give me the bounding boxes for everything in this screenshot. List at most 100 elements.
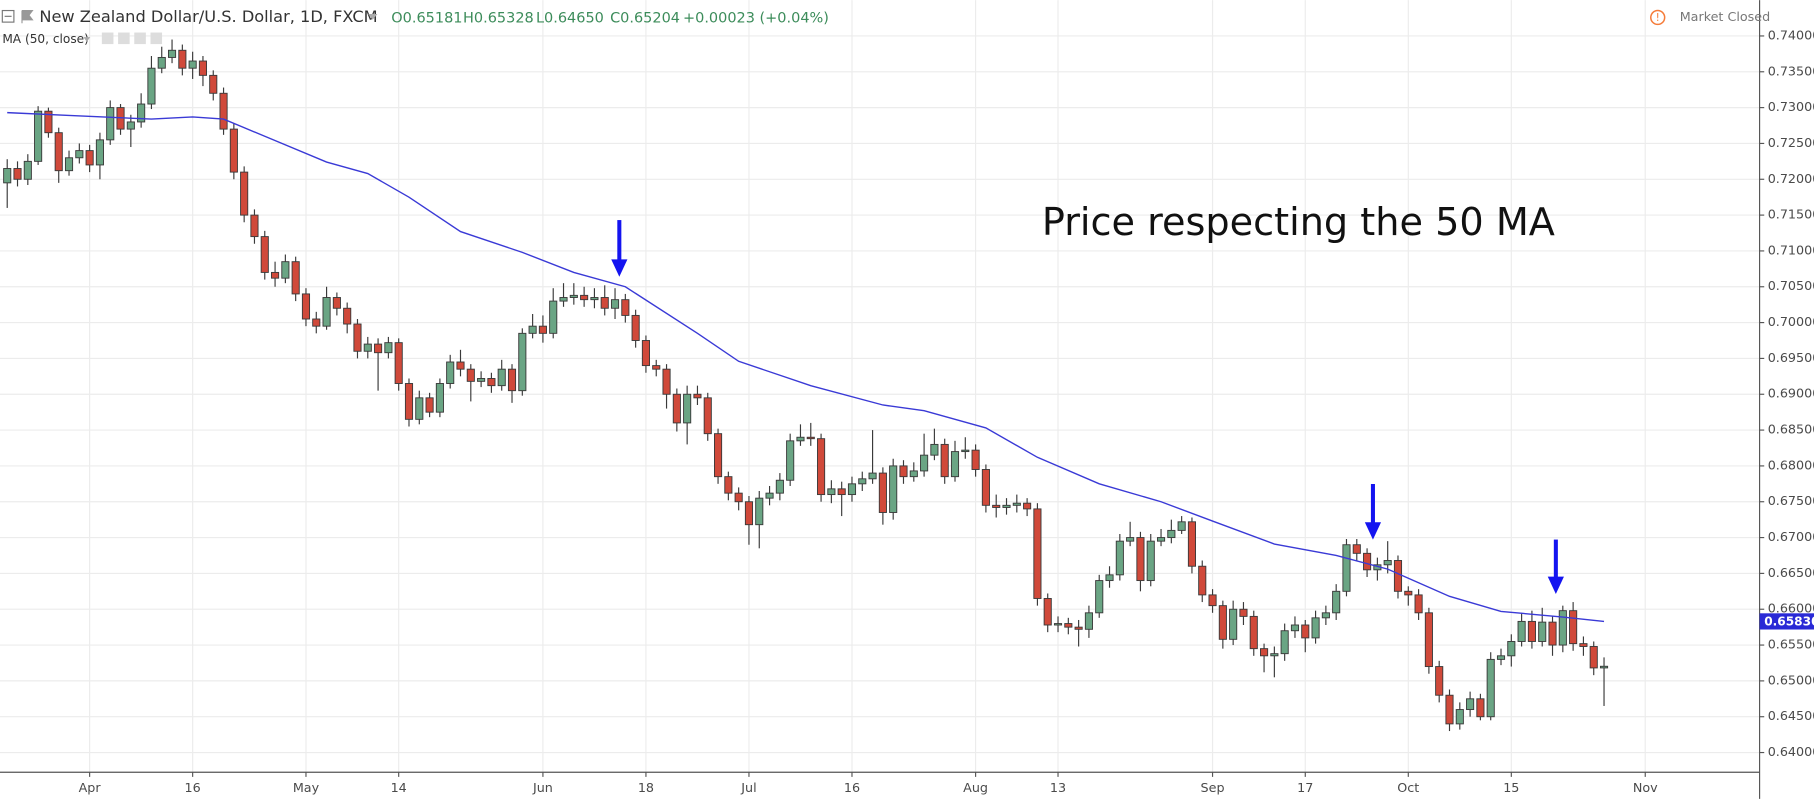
candle-body	[631, 314, 640, 341]
candle-body	[518, 332, 527, 392]
candle-body	[1115, 540, 1124, 576]
indicator-more[interactable]	[134, 32, 146, 45]
candle-body	[85, 150, 94, 166]
candle-body	[652, 365, 661, 370]
candle-body	[1311, 617, 1320, 639]
candle-body	[641, 340, 650, 367]
candle-body	[157, 56, 166, 69]
indicator-remove[interactable]	[150, 32, 163, 45]
dropdown-icon[interactable]	[368, 14, 378, 20]
candle-body	[1239, 608, 1248, 617]
candle-body	[1424, 612, 1433, 668]
candle-body	[1084, 612, 1093, 630]
candle-body	[1167, 529, 1176, 539]
candle-body	[1383, 560, 1392, 566]
candle-body	[590, 297, 599, 301]
candle-body	[889, 465, 898, 513]
candle-body	[580, 294, 589, 301]
status-icon	[1650, 9, 1666, 26]
candle-body	[1455, 709, 1464, 725]
candle-body	[744, 501, 754, 526]
price-label: 0.65830	[1764, 614, 1814, 628]
indicator-label: MA (50, close)	[2, 32, 89, 46]
ohlc-open: O0.65181	[391, 11, 462, 27]
candle-body	[549, 300, 558, 334]
candle-body	[1033, 508, 1042, 599]
candle-body	[878, 472, 887, 513]
candle-body	[940, 443, 949, 478]
candle-body	[981, 469, 990, 506]
candle-body	[569, 294, 578, 298]
candle-body	[1208, 594, 1217, 607]
candle-body	[1352, 544, 1361, 554]
candle-body	[106, 107, 115, 141]
candle-body	[137, 103, 146, 123]
x-tick-label: May	[293, 781, 320, 796]
x-tick-label: 13	[1050, 781, 1066, 796]
price-label-bg	[1759, 613, 1814, 630]
candle-body	[178, 49, 187, 69]
collapse-icon[interactable]	[1, 9, 15, 23]
ohlc-low: L0.64650	[536, 11, 604, 27]
candle-body	[1198, 565, 1207, 596]
candle-body	[312, 318, 321, 327]
candle-body	[477, 378, 486, 382]
candle-body	[683, 393, 692, 424]
candle-body	[1064, 623, 1073, 628]
candle-body	[3, 168, 12, 184]
candle-body	[353, 323, 362, 352]
candle-body	[229, 128, 238, 173]
candle-body	[1229, 608, 1238, 640]
candle-body	[332, 297, 341, 309]
candle-body	[1496, 655, 1506, 660]
candle-body	[1249, 615, 1258, 650]
candle-body	[806, 436, 815, 440]
candle-body	[404, 383, 414, 420]
candle-body	[837, 488, 846, 496]
indicator-settings[interactable]	[118, 32, 130, 45]
candle-body	[54, 132, 63, 172]
header: New Zealand Dollar/U.S. Dollar, 1D, FXCM…	[1, 7, 1770, 46]
arrows	[611, 220, 1564, 594]
candle-body	[703, 397, 712, 435]
candle-body	[528, 325, 537, 334]
ohlc-high: H0.65328	[463, 11, 534, 27]
candle-body	[250, 214, 259, 238]
candle-body	[610, 299, 620, 309]
indicator-eye[interactable]	[101, 32, 114, 45]
candle-body	[1105, 574, 1114, 582]
candle-body	[126, 121, 135, 130]
symbol-title: New Zealand Dollar/U.S. Dollar, 1D, FXCM	[39, 7, 377, 26]
candle-body	[775, 479, 784, 494]
candle-body	[1445, 694, 1454, 725]
candle-body	[374, 343, 383, 354]
candle-body	[1486, 658, 1495, 718]
candle-body	[1527, 620, 1536, 642]
x-tick-label: 17	[1297, 781, 1313, 796]
arrow-head	[1547, 576, 1564, 594]
candle-body	[600, 297, 609, 309]
y-tick-label: 0.74000	[1768, 28, 1814, 43]
candle-body	[167, 49, 177, 58]
candle-body	[456, 361, 465, 370]
arrow-head	[611, 259, 628, 277]
candle-body	[1435, 666, 1444, 696]
candle-body	[1342, 544, 1351, 592]
ohlc-close: C0.65204	[610, 11, 680, 27]
candle-body	[909, 470, 918, 478]
candle-body	[1548, 621, 1557, 646]
candle-body	[796, 436, 805, 442]
x-tick-label: 16	[844, 781, 860, 796]
indicator-dropdown[interactable]	[83, 37, 91, 42]
candle-body	[693, 393, 702, 399]
flag-icon[interactable]	[21, 9, 34, 24]
candle-body	[363, 343, 372, 352]
candle-body	[1043, 598, 1052, 626]
